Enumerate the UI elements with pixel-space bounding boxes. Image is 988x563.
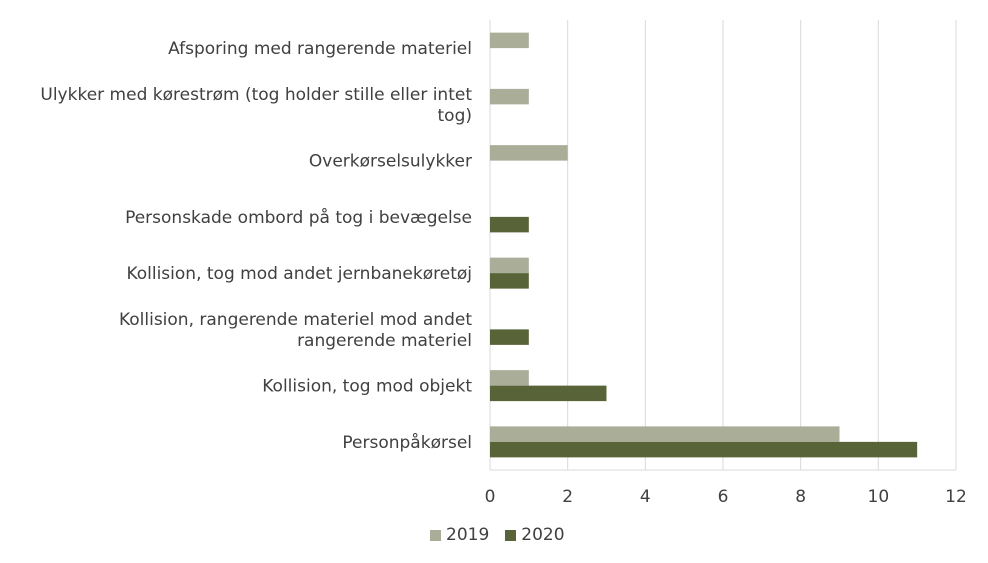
- x-tick-label-4: 4: [640, 487, 651, 507]
- bar-2020-4: [490, 273, 529, 289]
- legend-swatch-2020: [505, 529, 517, 541]
- category-label: rangerende materiel: [297, 331, 472, 351]
- legend-swatch-2019: [430, 529, 441, 541]
- legend-label-2020: 2020: [521, 525, 565, 545]
- x-tick-label-10: 10: [868, 487, 890, 507]
- bar-2020-5: [490, 329, 529, 345]
- category-label: Personskade ombord på tog i bevægelse: [125, 207, 472, 228]
- legend-label-2019: 2019: [446, 525, 490, 545]
- legend-item-2019: 2019: [430, 525, 489, 545]
- bar-2019-6: [490, 370, 529, 386]
- bar-2020-6: [490, 385, 607, 402]
- bar-2020-3: [490, 216, 529, 233]
- x-tick-label-8: 8: [795, 487, 806, 507]
- legend: 2019 2020: [430, 525, 565, 545]
- category-label: Kollision, rangerende materiel mod andet: [119, 310, 472, 330]
- bar-2019-0: [490, 32, 529, 49]
- category-label: Kollision, tog mod andet jernbanekøretøj: [126, 264, 472, 284]
- category-label: Ulykker med kørestrøm (tog holder stille…: [40, 85, 472, 105]
- x-tick-label-6: 6: [718, 487, 729, 507]
- bar-2019-7: [490, 426, 840, 442]
- x-tick-label-12: 12: [945, 487, 967, 507]
- category-label: Overkørselsulykker: [309, 152, 472, 172]
- legend-item-2020: 2020: [505, 525, 565, 545]
- category-label: Kollision, tog mod objekt: [262, 377, 472, 397]
- x-tick-label-2: 2: [562, 487, 573, 507]
- bar-2020-7: [490, 441, 918, 458]
- bar-2019-2: [490, 145, 568, 161]
- category-label: Afsporing med rangerende materiel: [168, 39, 472, 59]
- x-tick-label-0: 0: [485, 487, 496, 507]
- category-label: tog): [438, 106, 473, 126]
- bar-2019-4: [490, 257, 529, 274]
- category-label: Personpåkørsel: [342, 432, 472, 453]
- bar-2019-1: [490, 88, 529, 105]
